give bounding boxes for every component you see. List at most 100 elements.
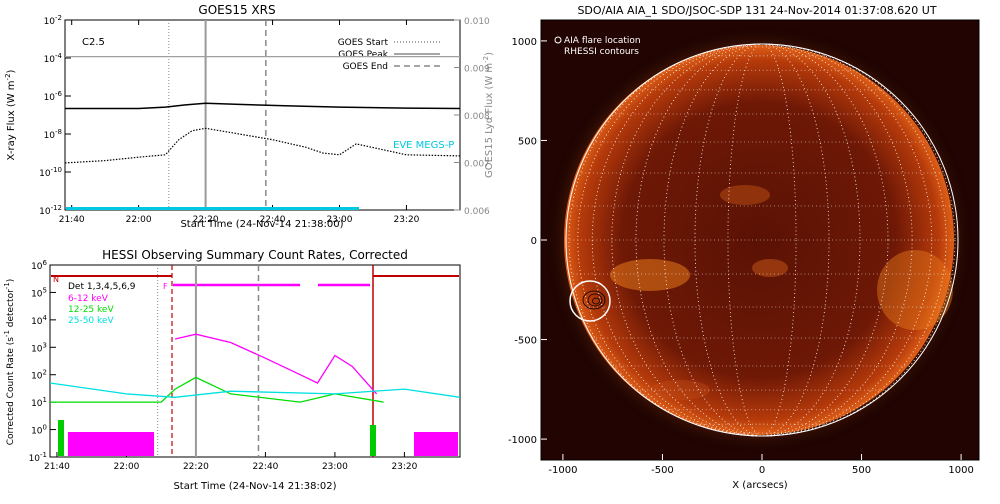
aia-y-tick-label: 0 bbox=[531, 236, 537, 247]
active-region-west bbox=[877, 250, 953, 330]
aia-solar-disk bbox=[564, 45, 954, 435]
hessi-y-tick-label: 106 bbox=[31, 259, 47, 272]
hessi-night-flag-label: N bbox=[53, 275, 59, 284]
goes-eve-annotation: EVE MEGS-P bbox=[393, 140, 454, 151]
goes-x-tick-label: 22:20 bbox=[193, 215, 219, 225]
hessi-x-tick-label: 21:40 bbox=[44, 462, 70, 472]
aia-longitude-line bbox=[611, 43, 913, 437]
goes-legend-label: GOES Start bbox=[338, 38, 389, 48]
hessi-legend-label: 25-50 keV bbox=[68, 316, 114, 326]
aia-x-tick-label: 0 bbox=[759, 465, 765, 476]
hessi-series-6-12-keV bbox=[174, 333, 378, 395]
aia-title: SDO/AIA AIA_1 SDO/JSOC-SDP 131 24-Nov-20… bbox=[577, 4, 936, 17]
aia-x-tick-label: 1000 bbox=[948, 465, 973, 476]
aia-x-tick-label: -1000 bbox=[548, 465, 577, 476]
goes-title: GOES15 XRS bbox=[198, 3, 275, 17]
attenuator-block-green-2 bbox=[370, 425, 376, 456]
goes-y-tick-label: 10-2 bbox=[44, 14, 62, 27]
aia-longitude-line bbox=[568, 43, 956, 437]
aia-x-tick-label: -500 bbox=[651, 465, 674, 476]
goes-eve-coverage-bar bbox=[66, 207, 359, 210]
aia-y-tick-label: 500 bbox=[518, 136, 537, 147]
hessi-legend-label: 12-25 keV bbox=[68, 305, 114, 315]
goes-x-axis-label: Start Time (24-Nov-14 21:38:00) bbox=[180, 219, 343, 230]
aia-longitude-line bbox=[591, 43, 933, 437]
hessi-series-12-25-keV bbox=[50, 376, 384, 403]
goes-series-group bbox=[64, 56, 461, 164]
aia-longitude-line bbox=[635, 43, 889, 437]
aia-longitude-line bbox=[663, 43, 861, 437]
goes-y-tick-label: 10-6 bbox=[44, 90, 63, 103]
rhessi-contour-1 bbox=[582, 290, 606, 310]
attenuator-block-2 bbox=[414, 432, 458, 456]
hessi-y-ticks: 106 105 104 103 102 101 100 10-1 bbox=[29, 259, 56, 464]
active-region-east bbox=[610, 259, 690, 291]
goes-left-y-axis-label: X-ray Flux (W m-2) bbox=[4, 69, 17, 160]
aia-y-tick-label: -1000 bbox=[508, 435, 537, 446]
active-region-south bbox=[650, 380, 710, 400]
hessi-y-tick-label: 104 bbox=[31, 314, 47, 327]
aia-longitude-line bbox=[694, 43, 830, 437]
aia-y-ticks: 1000 500 0 -500 -1000 bbox=[508, 37, 547, 446]
goes-x-tick-label: 22:40 bbox=[260, 215, 286, 225]
hessi-y-tick-label: 103 bbox=[31, 341, 47, 354]
goes-legend-label: GOES End bbox=[343, 62, 388, 72]
goes-y-ticks: 10-2 10-4 10-6 10-8 10-10 10-12 bbox=[39, 14, 71, 217]
goes-right-y-tick-label: 0.008 bbox=[464, 112, 490, 122]
goes-legend: GOES Start GOES Peak GOES End bbox=[338, 38, 440, 72]
goes-right-y-axis-label: GOES15 Lyα Flux (W m-2) bbox=[482, 52, 495, 178]
hessi-panel: HESSI Observing Summary Count Rates, Cor… bbox=[3, 248, 461, 492]
hessi-title: HESSI Observing Summary Count Rates, Cor… bbox=[102, 248, 408, 262]
goes-x-tick-label: 21:40 bbox=[59, 215, 85, 225]
aia-longitude-line bbox=[727, 43, 797, 437]
hessi-attenuator-blocks bbox=[58, 420, 458, 456]
hessi-y-axis-label: Corrected Count Rate (s-1 detector-1) bbox=[3, 279, 16, 446]
goes-class-label: C2.5 bbox=[82, 37, 105, 48]
hessi-x-axis-label: Start Time (24-Nov-14 21:38:02) bbox=[173, 481, 336, 492]
aia-legend: AIA flare location RHESSI contours bbox=[554, 36, 641, 57]
goes-y-tick-label: 10-10 bbox=[39, 166, 62, 179]
aia-x-ticks: -1000 -500 0 500 1000 bbox=[548, 454, 974, 476]
active-region-center bbox=[752, 259, 788, 277]
goes-right-y-tick-label: 0.007 bbox=[464, 160, 490, 170]
goes-y-tick-label: 10-12 bbox=[39, 204, 62, 217]
flare-location-circle bbox=[569, 280, 611, 322]
goes-x-tick-label: 23:00 bbox=[327, 215, 353, 225]
hessi-x-tick-label: 22:40 bbox=[252, 462, 278, 472]
aia-x-axis-label: X (arcsecs) bbox=[732, 480, 788, 491]
goes-xrs-panel: GOES15 XRS 21:40 22:00 22:20 22:40 23:00 23:2… bbox=[4, 3, 495, 230]
aia-x-tick-label: 500 bbox=[852, 465, 871, 476]
aia-y-tick-label: 1000 bbox=[512, 37, 537, 48]
rhessi-contour-2 bbox=[587, 293, 603, 307]
hessi-y-tick-label: 102 bbox=[31, 369, 47, 382]
hessi-y-tick-label: 105 bbox=[31, 286, 47, 299]
aia-active-regions bbox=[610, 185, 953, 400]
goes-series-short bbox=[64, 127, 461, 164]
hessi-x-tick-label: 23:00 bbox=[322, 462, 348, 472]
rhessi-contour-3 bbox=[592, 297, 600, 305]
aia-y-tick-label: -500 bbox=[514, 336, 537, 347]
aia-legend-circle-icon bbox=[554, 36, 562, 44]
goes-right-y-ticks: 0.010 0.009 0.008 0.007 0.006 bbox=[454, 17, 490, 217]
hessi-x-tick-label: 22:20 bbox=[183, 462, 209, 472]
hessi-y-tick-label: 101 bbox=[31, 396, 47, 409]
goes-legend-label: GOES Peak bbox=[338, 50, 388, 60]
aia-longitude-line bbox=[577, 43, 947, 437]
hessi-plot-frame bbox=[49, 264, 461, 458]
hessi-series-25-50-keV bbox=[49, 382, 461, 398]
goes-x-tick-label: 23:20 bbox=[393, 215, 419, 225]
goes-y-tick-label: 10-8 bbox=[44, 128, 62, 141]
goes-event-markers bbox=[168, 20, 267, 210]
goes-x-tick-label: 22:00 bbox=[126, 215, 152, 225]
hessi-event-markers bbox=[157, 265, 260, 457]
hessi-x-tick-label: 22:00 bbox=[113, 462, 139, 472]
hessi-series-group bbox=[49, 333, 461, 403]
aia-legend-flare: AIA flare location bbox=[564, 36, 641, 46]
goes-y-tick-label: 10-4 bbox=[44, 52, 63, 65]
goes-right-y-tick-label: 0.010 bbox=[464, 17, 490, 27]
aia-panel: SDO/AIA AIA_1 SDO/JSOC-SDP 131 24-Nov-20… bbox=[508, 4, 980, 491]
hessi-y-tick-label: 10-1 bbox=[29, 451, 47, 464]
